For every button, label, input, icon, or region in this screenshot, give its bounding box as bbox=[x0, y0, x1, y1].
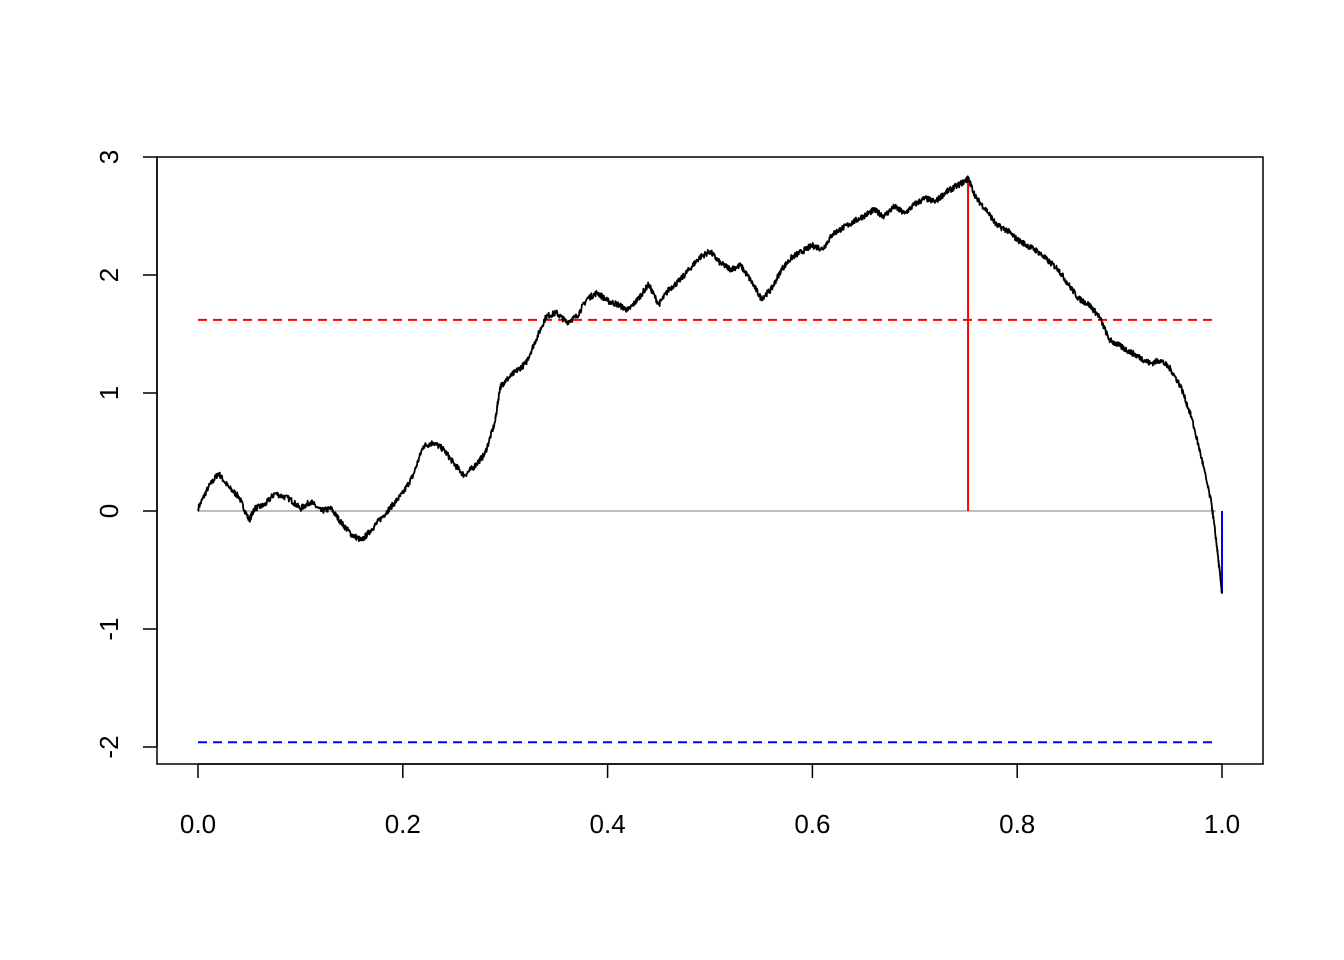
x-tick-label: 0.8 bbox=[999, 809, 1035, 839]
x-tick-label: 0.4 bbox=[590, 809, 626, 839]
y-tick-label: 2 bbox=[94, 268, 124, 282]
x-tick-label: 0.0 bbox=[180, 809, 216, 839]
x-tick-label: 0.6 bbox=[794, 809, 830, 839]
y-tick-label: 0 bbox=[94, 504, 124, 518]
y-tick-label: -2 bbox=[94, 735, 124, 758]
y-axis: -2 -1 0 1 2 3 bbox=[94, 150, 158, 759]
y-tick-label: -1 bbox=[94, 617, 124, 640]
x-tick-label: 0.2 bbox=[385, 809, 421, 839]
y-tick-label: 1 bbox=[94, 386, 124, 400]
x-axis: 0.0 0.2 0.4 0.6 0.8 1.0 bbox=[180, 763, 1240, 839]
series-group bbox=[197, 175, 1223, 594]
y-tick-label: 3 bbox=[94, 150, 124, 164]
reference-lines bbox=[198, 178, 1223, 744]
x-tick-label: 1.0 bbox=[1204, 809, 1240, 839]
series-line-path bbox=[197, 175, 1223, 594]
